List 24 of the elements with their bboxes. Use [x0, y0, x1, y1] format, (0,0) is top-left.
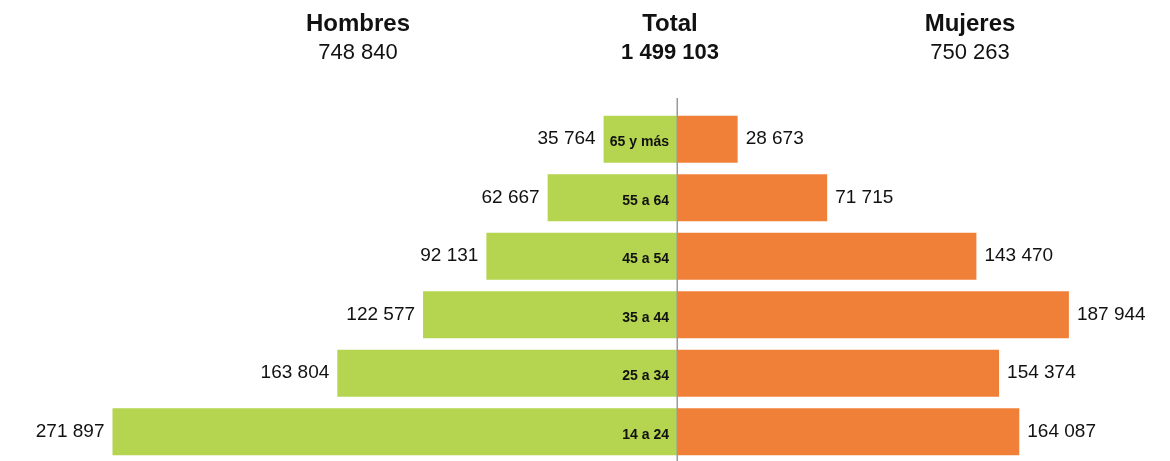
text: Total — [641, 8, 699, 38]
data-label: 163 804 — [260, 361, 330, 383]
y-tick-label: 55 a 64 — [622, 191, 670, 208]
chart-title: Hombres — [305, 8, 411, 38]
data-label: 28 673 — [745, 127, 804, 149]
chart-subtitle: 748 840 — [317, 38, 399, 66]
y-tick-label: 45 a 54 — [622, 250, 670, 267]
y-tick-label: 25 a 34 — [622, 367, 670, 384]
data-label: 143 470 — [984, 244, 1054, 266]
data-label: 271 897 — [35, 419, 105, 441]
y-tick-label: 14 a 24 — [622, 425, 670, 442]
data-label: 62 667 — [481, 185, 540, 207]
y-tick-label: 35 a 44 — [622, 308, 670, 325]
data-label: 154 374 — [1007, 361, 1077, 383]
data-label: 122 577 — [346, 302, 416, 324]
y-tick-label: 65 y más — [609, 133, 670, 150]
data-label: 164 087 — [1027, 419, 1096, 441]
chart-subtitle: 750 263 — [929, 38, 1011, 66]
chart-title: Mujeres — [923, 8, 1017, 38]
data-label: 35 764 — [537, 127, 597, 149]
data-label: 187 944 — [1076, 302, 1147, 324]
data-label: 71 715 — [835, 185, 894, 207]
text: 1 499 103 — [620, 38, 720, 66]
data-label: 92 131 — [420, 244, 479, 266]
